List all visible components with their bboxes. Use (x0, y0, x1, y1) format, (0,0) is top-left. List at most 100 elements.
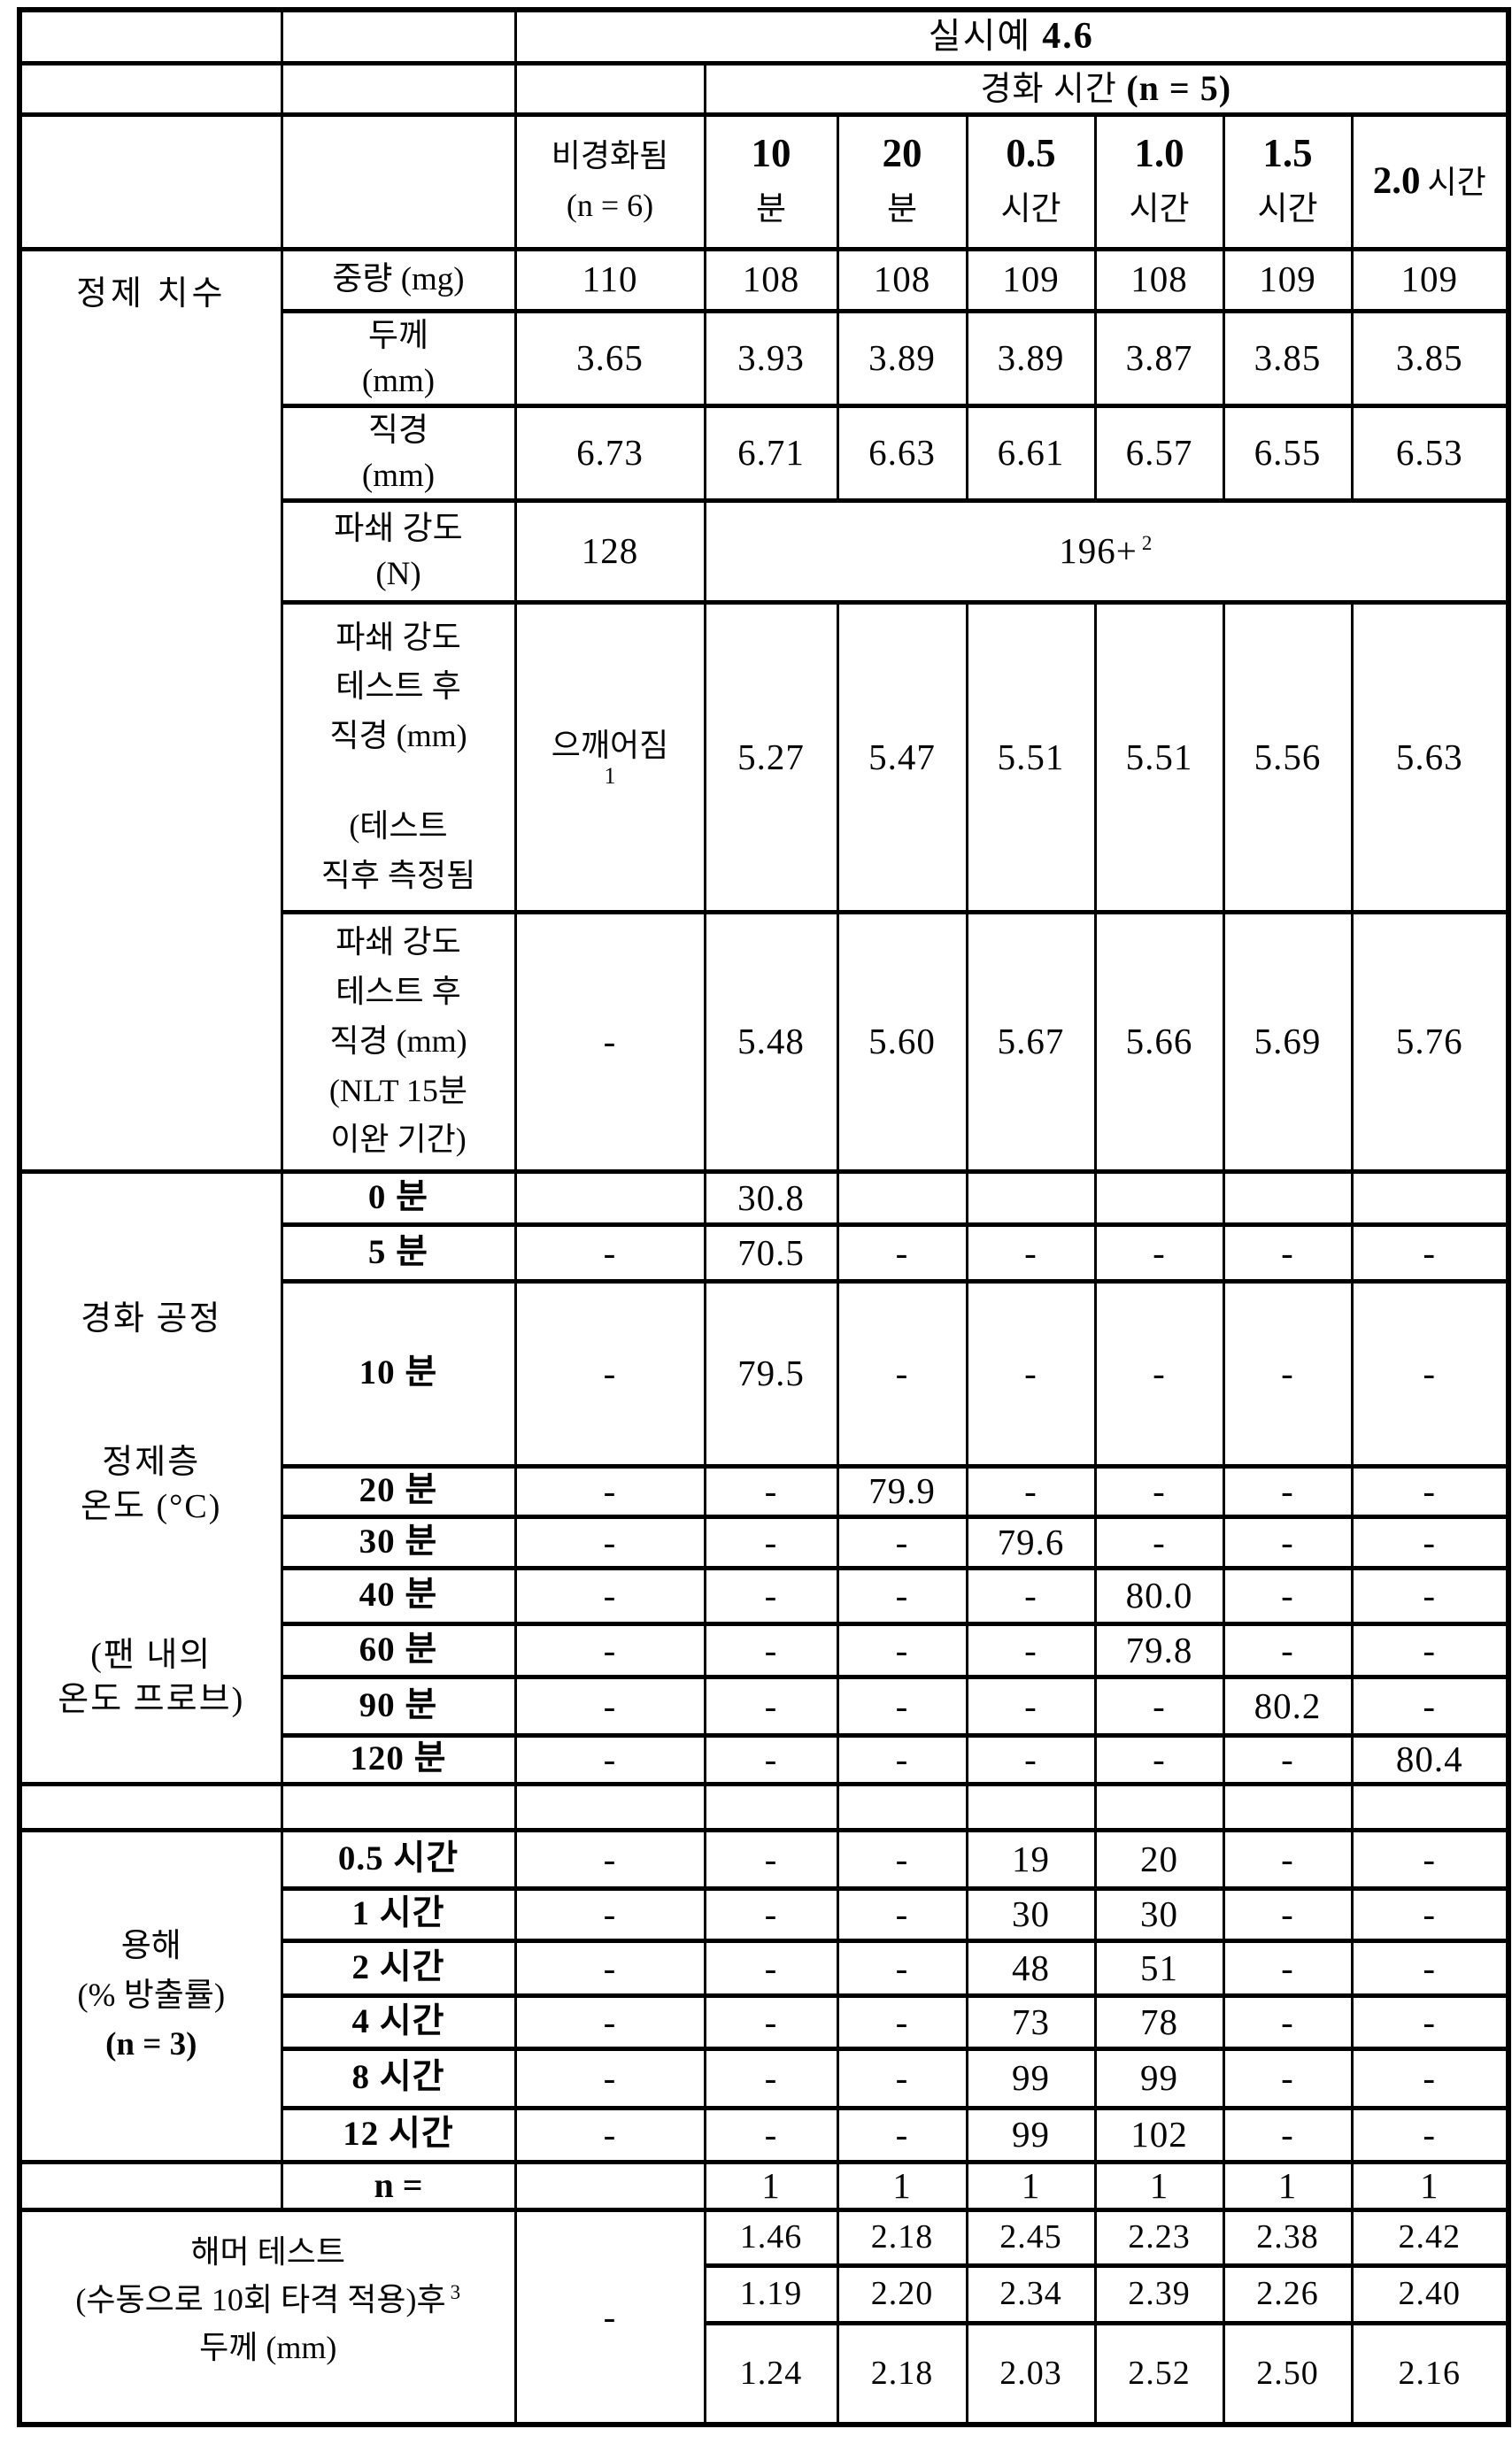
value-cell: - (1222, 1732, 1354, 1786)
crush-strength-row: 파쇄 강도 (N) 128 196+ 2 (19, 497, 1510, 605)
value-cell: - (836, 1885, 968, 1943)
value-cell: - (513, 1938, 706, 1998)
value-cell: - (1222, 1463, 1354, 1519)
col-header-1-5hr: 1.5 시간 (1222, 112, 1354, 251)
value-cell: - (965, 1278, 1097, 1469)
value-cell: - (703, 1565, 839, 1626)
value-cell: - (1350, 1621, 1510, 1679)
value-cell: 5.48 (703, 909, 839, 1174)
value-cell: - (703, 1674, 839, 1738)
value-cell: 5.56 (1222, 599, 1354, 914)
value-cell: 3.65 (513, 308, 706, 408)
value-cell: 79.8 (1093, 1621, 1225, 1679)
row-label-thickness: 두께 (mm) (280, 308, 517, 408)
value-cell: - (1222, 1993, 1354, 2051)
temp-row-30min: 30 분 - - - 79.6 - - - (19, 1514, 1510, 1570)
value-cell: 102 (1093, 2105, 1225, 2164)
empty-cell (1093, 1781, 1225, 1832)
col-header-10min: 10 분 (703, 112, 839, 251)
value-cell: - (513, 1222, 706, 1284)
dissolution-row-8hr: 8 시간 - - - 99 99 - - (19, 2046, 1510, 2110)
value-cell: - (1093, 1278, 1225, 1469)
hammer-row-1: 해머 테스트 (수동으로 10회 타격 적용)후 3 두께 (mm) - 1.46… (18, 2207, 1510, 2427)
row-label-post-crush-relaxed: 파쇄 강도 테스트 후 직경 (mm) (NLT 15분 이완 기간) (280, 909, 517, 1174)
row-label-time: 8 시간 (280, 2046, 517, 2110)
value-cell: 2.52 (1093, 2320, 1225, 2427)
value-cell: - (1350, 1993, 1510, 2051)
value-cell: 70.5 (703, 1222, 839, 1284)
value-cell: - (836, 1565, 968, 1626)
value-cell: 2.20 (836, 2263, 968, 2325)
value-cell: - (1350, 1827, 1510, 1891)
empty-cell (280, 60, 517, 117)
value-cell: - (1350, 2046, 1510, 2110)
value-cell: 6.53 (1350, 403, 1510, 503)
empty-corner-cell (280, 7, 517, 66)
row-label-time: 4 시간 (280, 1993, 517, 2051)
post-crush-relaxed-row: 파쇄 강도 테스트 후 직경 (mm) (NLT 15분 이완 기간) - 5.… (19, 909, 1510, 1174)
value-cell: - (836, 1938, 968, 1998)
empty-cell (280, 1781, 517, 1832)
value-cell: 5.27 (703, 599, 839, 914)
empty-cell (1350, 1781, 1510, 1832)
empty-cell (513, 60, 706, 117)
value-cell: - (1222, 1621, 1354, 1679)
value-cell-hammer-uncured: - (513, 2207, 706, 2427)
value-cell: 2.38 (1222, 2207, 1354, 2268)
value-cell: - (1222, 1938, 1354, 1998)
value-cell: - (965, 1463, 1097, 1519)
row-label-n: n = (280, 2159, 517, 2212)
empty-cell (280, 112, 517, 251)
value-cell: 6.71 (703, 403, 839, 503)
value-cell: 2.23 (1093, 2207, 1225, 2268)
value-cell: - (1350, 1514, 1510, 1570)
dissolution-row-1hr: 1 시간 - - - 30 30 - - (19, 1885, 1510, 1943)
value-cell: - (1350, 1222, 1510, 1284)
value-cell: 5.47 (836, 599, 968, 914)
value-cell: 108 (703, 246, 839, 313)
post-crush-immediate-row: 파쇄 강도 테스트 후 직경 (mm) (테스트 직후 측정됨 으깨어짐 1 5… (19, 599, 1510, 914)
value-cell: - (836, 1827, 968, 1891)
empty-cell (18, 1781, 283, 1832)
col-header-20min: 20 분 (836, 112, 968, 251)
empty-cell (18, 60, 283, 117)
value-cell: 3.85 (1222, 308, 1354, 408)
cure-time-header-row: 경화 시간 (n = 5) (18, 60, 1510, 117)
value-cell: 3.89 (836, 308, 968, 408)
value-cell (513, 1168, 706, 1227)
value-cell: - (965, 1222, 1097, 1284)
value-cell: - (1350, 2105, 1510, 2164)
row-label-time: 20 분 (280, 1463, 517, 1519)
empty-cell (18, 112, 283, 251)
value-cell: 5.60 (836, 909, 968, 1174)
footnote-2-marker: 2 (1141, 532, 1153, 555)
value-cell (1093, 1168, 1225, 1227)
value-cell: - (1222, 2105, 1354, 2164)
weight-row: 정제 치수 중량 (mg) 110 108 108 109 108 109 10… (18, 246, 1510, 1174)
value-cell: 3.89 (965, 308, 1097, 408)
value-cell: - (513, 1732, 706, 1786)
diameter-row: 직경 (mm) 6.73 6.71 6.63 6.61 6.57 6.55 6.… (19, 403, 1510, 503)
value-cell: 99 (965, 2046, 1097, 2110)
row-label-time: 90 분 (280, 1674, 517, 1738)
value-cell: - (1222, 2046, 1354, 2110)
value-cell: 80.2 (1222, 1674, 1354, 1738)
value-cell: 1.46 (703, 2207, 839, 2268)
value-cell: - (1093, 1463, 1225, 1519)
value-cell: 80.4 (1350, 1732, 1510, 1786)
value-cell: 73 (965, 1993, 1097, 2051)
value-cell: 110 (513, 246, 706, 313)
value-cell: 99 (965, 2105, 1097, 2164)
tablet-bed-temp-label: 정제층 온도 (°C) (81, 1443, 222, 1526)
thickness-row: 두께 (mm) 3.65 3.93 3.89 3.89 3.87 3.85 3.… (19, 308, 1510, 408)
value-cell: 1 (1222, 2159, 1354, 2212)
value-cell: - (1093, 1732, 1225, 1786)
value-cell: 2.40 (1350, 2263, 1510, 2325)
value-cell: 30.8 (703, 1168, 839, 1227)
value-cell: - (1222, 1514, 1354, 1570)
value-cell: - (965, 1565, 1097, 1626)
value-cell: - (836, 1993, 968, 2051)
spacer-row (18, 1781, 1510, 1832)
value-cell: 5.63 (1350, 599, 1510, 914)
value-cell: - (703, 1885, 839, 1943)
